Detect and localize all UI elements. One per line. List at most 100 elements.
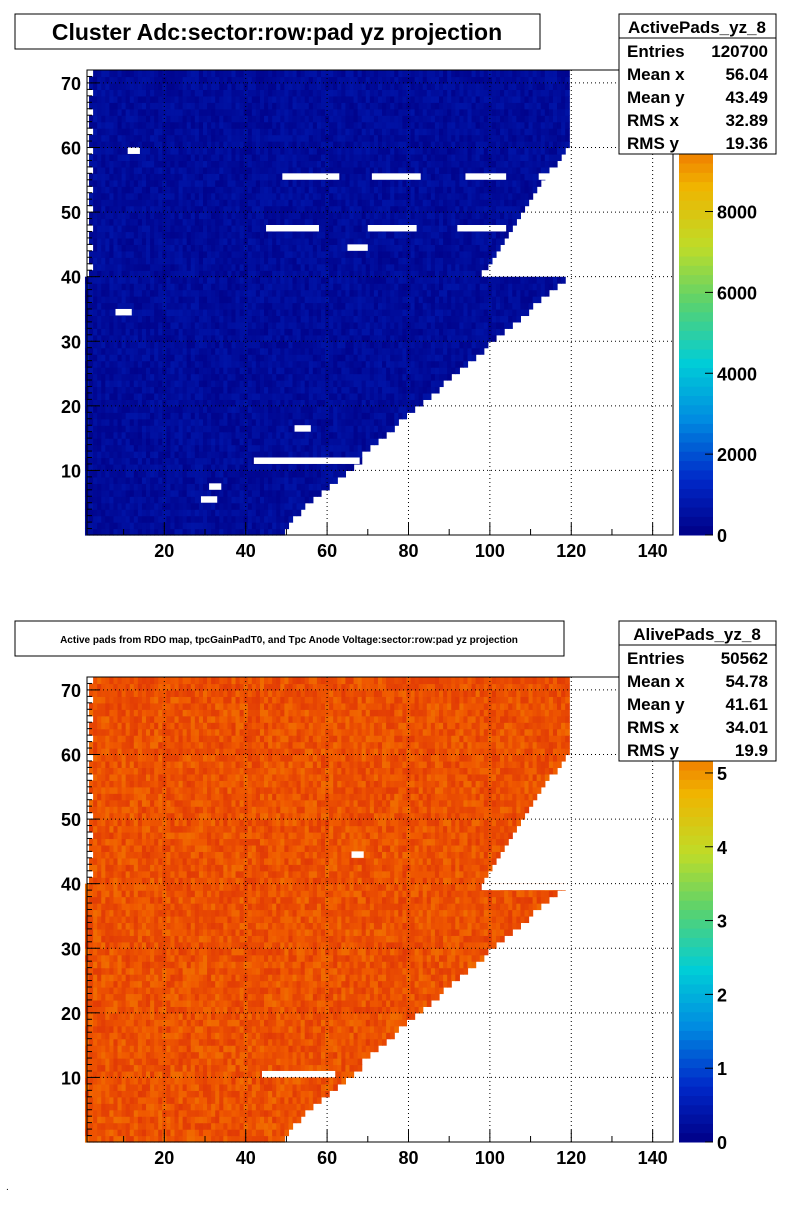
heatmap-cell bbox=[296, 263, 302, 271]
heatmap-cell bbox=[304, 263, 310, 271]
heatmap-cell bbox=[467, 199, 473, 207]
heatmap-cell bbox=[93, 315, 98, 323]
heatmap-cell bbox=[304, 270, 310, 278]
heatmap-cell bbox=[264, 489, 269, 497]
heatmap-cell bbox=[97, 360, 102, 368]
heatmap-cell bbox=[268, 179, 273, 187]
heatmap-cell bbox=[369, 315, 375, 323]
heatmap-cell bbox=[154, 418, 159, 426]
heatmap-cell bbox=[361, 263, 367, 271]
heatmap-cell bbox=[101, 502, 106, 510]
heatmap-cell bbox=[447, 231, 452, 239]
heatmap-cell bbox=[280, 289, 285, 297]
heatmap-cell bbox=[166, 438, 172, 446]
heatmap-cell bbox=[357, 328, 363, 336]
heatmap-cell bbox=[166, 173, 172, 181]
heatmap-cell bbox=[117, 225, 123, 233]
heatmap-cell bbox=[239, 179, 245, 187]
heatmap-cell bbox=[471, 341, 477, 349]
heatmap-cell bbox=[357, 405, 363, 413]
heatmap-cell bbox=[284, 296, 290, 304]
heatmap-cell bbox=[276, 509, 281, 517]
heatmap-cell bbox=[459, 173, 465, 181]
heatmap-cell bbox=[353, 199, 359, 207]
heatmap-cell bbox=[276, 283, 281, 291]
heatmap-cell bbox=[166, 509, 172, 517]
heatmap-cell bbox=[182, 166, 188, 174]
heatmap-cell bbox=[186, 399, 192, 407]
heatmap-cell bbox=[235, 186, 241, 194]
heatmap-cell bbox=[231, 489, 237, 497]
heatmap-cell bbox=[89, 457, 94, 465]
heatmap-cell bbox=[93, 302, 98, 310]
heatmap-cell bbox=[382, 231, 387, 239]
heatmap-cell bbox=[198, 412, 204, 420]
heatmap-cell bbox=[146, 502, 151, 510]
heatmap-cell bbox=[304, 296, 310, 304]
heatmap-cell bbox=[377, 431, 383, 439]
heatmap-cell bbox=[333, 315, 338, 323]
heatmap-cell bbox=[398, 380, 403, 388]
heatmap-cell bbox=[223, 321, 228, 329]
heatmap-cell bbox=[93, 341, 98, 349]
heatmap-cell bbox=[451, 354, 456, 362]
heatmap-cell bbox=[146, 315, 151, 323]
heatmap-cell bbox=[259, 231, 265, 239]
heatmap-cell bbox=[113, 237, 119, 245]
heatmap-cell bbox=[410, 315, 416, 323]
heatmap-cell bbox=[121, 463, 127, 472]
heatmap-cell bbox=[320, 244, 326, 252]
heatmap-cell bbox=[182, 302, 188, 310]
heatmap-cell bbox=[109, 496, 115, 504]
heatmap-cell bbox=[235, 296, 241, 304]
heatmap-cell bbox=[459, 302, 465, 310]
heatmap-cell bbox=[443, 205, 448, 213]
heatmap-cell bbox=[439, 186, 444, 194]
heatmap-cell bbox=[325, 373, 330, 381]
heatmap-cell bbox=[394, 341, 399, 349]
heatmap-cell bbox=[231, 451, 237, 459]
heatmap-cell bbox=[129, 270, 135, 278]
heatmap-cell bbox=[101, 431, 106, 439]
heatmap-cell bbox=[337, 237, 342, 245]
heatmap-cell bbox=[459, 218, 465, 226]
heatmap-cell bbox=[182, 522, 188, 530]
heatmap-cell bbox=[337, 347, 342, 355]
heatmap-cell bbox=[141, 438, 147, 446]
heatmap-cell bbox=[243, 263, 249, 271]
heatmap-cell bbox=[251, 186, 257, 194]
heatmap-cell bbox=[182, 218, 188, 226]
heatmap-cell bbox=[353, 250, 359, 258]
heatmap-cell bbox=[150, 502, 155, 510]
heatmap-cell bbox=[211, 334, 216, 342]
heatmap-cell bbox=[414, 347, 420, 355]
heatmap-cell bbox=[377, 276, 383, 284]
heatmap-cell bbox=[491, 334, 497, 342]
heatmap-cell bbox=[178, 418, 184, 426]
heatmap-cell bbox=[219, 276, 224, 284]
heatmap-cell bbox=[202, 431, 208, 439]
heatmap-cell bbox=[202, 380, 208, 388]
heatmap-cell bbox=[353, 438, 359, 446]
heatmap-cell bbox=[288, 199, 294, 207]
heatmap-cell bbox=[137, 431, 143, 439]
heatmap-cell bbox=[439, 225, 444, 233]
heatmap-cell bbox=[475, 250, 481, 258]
heatmap-cell bbox=[190, 192, 196, 200]
heatmap-cell bbox=[190, 522, 196, 530]
heatmap-cell bbox=[89, 354, 94, 362]
heatmap-cell bbox=[443, 302, 448, 310]
heatmap-cell bbox=[146, 231, 151, 239]
heatmap-cell bbox=[174, 321, 180, 329]
heatmap-cell bbox=[133, 263, 139, 271]
heatmap-cell bbox=[495, 205, 501, 213]
heatmap-cell bbox=[479, 347, 485, 355]
heatmap-cell bbox=[333, 289, 338, 297]
heatmap-cell bbox=[239, 257, 245, 265]
heatmap-cell bbox=[93, 244, 98, 252]
heatmap-cell bbox=[451, 231, 456, 239]
heatmap-cell bbox=[162, 438, 167, 446]
heatmap-cell bbox=[373, 334, 379, 342]
heatmap-cell bbox=[312, 425, 318, 433]
heatmap-cell bbox=[394, 328, 399, 336]
